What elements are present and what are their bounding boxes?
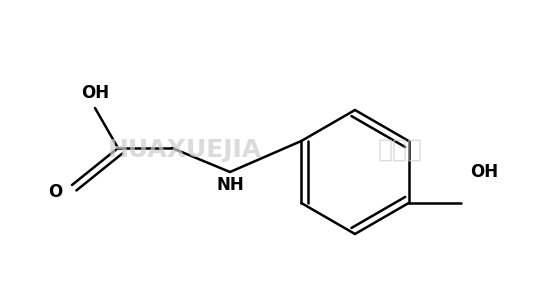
Text: HUAXUEJIA: HUAXUEJIA bbox=[108, 138, 262, 162]
Text: OH: OH bbox=[470, 163, 498, 181]
Text: OH: OH bbox=[81, 84, 109, 102]
Text: NH: NH bbox=[216, 176, 244, 194]
Text: O: O bbox=[48, 183, 62, 201]
Text: 化学加: 化学加 bbox=[377, 138, 422, 162]
